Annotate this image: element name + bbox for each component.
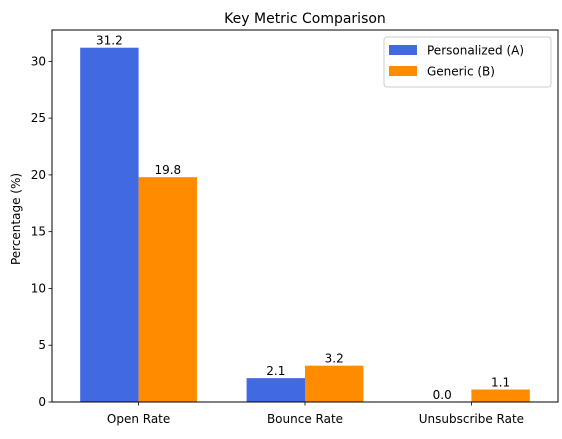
bar: [305, 365, 364, 402]
bar: [471, 389, 530, 402]
y-tick-label: 0: [38, 395, 46, 409]
legend: Personalized (A) Generic (B): [383, 36, 552, 88]
legend-swatch: [389, 45, 417, 55]
data-label: 2.1: [266, 364, 285, 378]
y-tick-label: 25: [31, 111, 46, 125]
bars: [80, 47, 530, 402]
y-tick-label: 15: [31, 225, 46, 239]
bar: [138, 177, 197, 402]
y-axis-label: Percentage (%): [9, 173, 23, 265]
data-label: 1.1: [491, 376, 510, 390]
y-tick-label: 10: [31, 281, 46, 295]
chart-title: Key Metric Comparison: [224, 11, 386, 27]
x-axis: Open Rate Bounce Rate Unsubscribe Rate: [107, 402, 524, 426]
x-tick-label: Bounce Rate: [267, 412, 343, 426]
legend-frame: [383, 36, 552, 88]
data-label: 3.2: [325, 352, 344, 366]
legend-swatch: [389, 66, 417, 76]
x-tick-label: Open Rate: [107, 412, 170, 426]
bar: [80, 47, 139, 402]
data-labels: 31.2 2.1 0.0 19.8 3.2 1.1: [96, 34, 510, 402]
data-label: 19.8: [154, 163, 181, 177]
plot-frame: [51, 29, 559, 403]
data-label: 31.2: [96, 34, 123, 48]
legend-label: Personalized (A): [427, 44, 524, 58]
y-tick-label: 30: [31, 54, 46, 68]
y-axis: 0 5 10 15 20 25 30: [31, 54, 52, 409]
legend-label: Generic (B): [427, 65, 495, 79]
x-tick-label: Unsubscribe Rate: [419, 412, 524, 426]
y-tick-label: 5: [38, 338, 46, 352]
y-tick-label: 20: [31, 168, 46, 182]
data-label: 0.0: [433, 388, 452, 402]
bar: [246, 378, 305, 402]
